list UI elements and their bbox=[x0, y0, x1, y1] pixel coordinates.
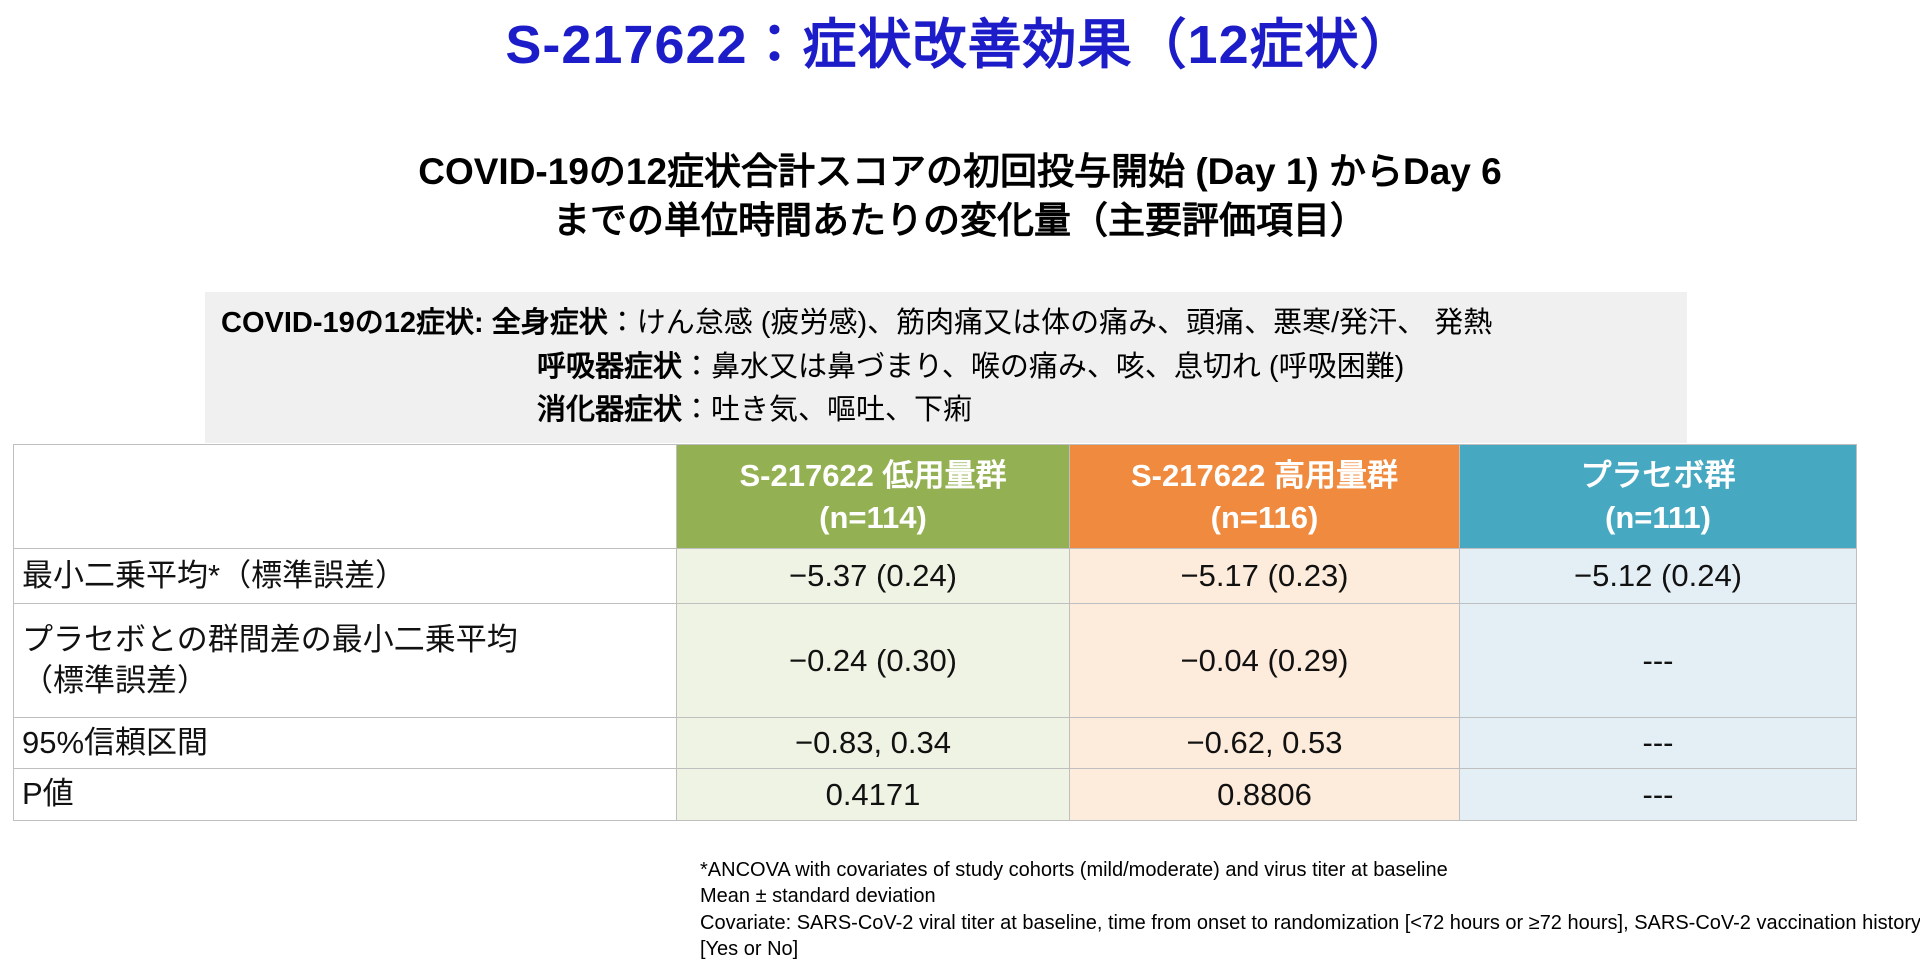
symptom-definition-box: COVID-19の12症状: 全身症状：けん怠感 (疲労感)、筋肉痛又は体の痛み… bbox=[205, 292, 1687, 443]
page-title: S-217622：症状改善効果（12症状） bbox=[505, 15, 1415, 75]
cell-ls-mean-high: −5.17 (0.23) bbox=[1069, 548, 1460, 604]
row-label-ls-mean: 最小二乗平均*（標準誤差） bbox=[13, 548, 677, 604]
symptom-line-respiratory: 呼吸器症状：鼻水又は鼻づまり、喉の痛み、咳、息切れ (呼吸困難) bbox=[221, 346, 1671, 390]
symptom-label-general: COVID-19の12症状: 全身症状 bbox=[221, 307, 608, 339]
column-header-low-dose-n: (n=114) bbox=[819, 499, 927, 535]
column-header-high-dose-n: (n=116) bbox=[1210, 499, 1319, 535]
column-header-low-dose-name: S-217622 低用量群 bbox=[739, 457, 1007, 493]
row-label-ci: 95%信頼区間 bbox=[13, 717, 677, 769]
column-header-high-dose-name: S-217622 高用量群 bbox=[1130, 457, 1399, 493]
cell-diff-placebo: --- bbox=[1459, 603, 1857, 718]
column-header-high-dose: S-217622 高用量群 (n=116) bbox=[1069, 444, 1460, 549]
subtitle-line-1: COVID-19の12症状合計スコアの初回投与開始 (Day 1) からDay … bbox=[418, 151, 1502, 192]
footnote-ancova: *ANCOVA with covariates of study cohorts… bbox=[700, 859, 1448, 881]
cell-ls-mean-low: −5.37 (0.24) bbox=[676, 548, 1070, 604]
cell-pvalue-placebo: --- bbox=[1459, 768, 1857, 821]
cell-ci-low: −0.83, 0.34 bbox=[676, 717, 1070, 769]
column-header-placebo-name: プラセボ群 bbox=[1580, 457, 1736, 493]
footnote-covariate: Covariate: SARS-CoV-2 viral titer at bas… bbox=[700, 911, 1920, 961]
table-row: P値 0.4171 0.8806 --- bbox=[13, 768, 1857, 821]
cell-pvalue-low: 0.4171 bbox=[676, 768, 1070, 821]
symptom-line-digestive: 消化器症状：吐き気、嘔吐、下痢 bbox=[221, 389, 1671, 433]
column-header-placebo-n: (n=111) bbox=[1605, 499, 1711, 535]
cell-ls-mean-placebo: −5.12 (0.24) bbox=[1459, 548, 1857, 604]
slide-subtitle: COVID-19の12症状合計スコアの初回投与開始 (Day 1) からDay … bbox=[0, 148, 1920, 246]
cell-ci-high: −0.62, 0.53 bbox=[1069, 717, 1460, 769]
cell-ci-placebo: --- bbox=[1459, 717, 1857, 769]
column-header-low-dose: S-217622 低用量群 (n=114) bbox=[676, 444, 1070, 549]
row-label-pvalue: P値 bbox=[13, 768, 677, 821]
table-row: プラセボとの群間差の最小二乗平均 （標準誤差） −0.24 (0.30) −0.… bbox=[13, 603, 1857, 718]
row-label-diff-vs-placebo: プラセボとの群間差の最小二乗平均 （標準誤差） bbox=[13, 603, 677, 718]
footnotes: *ANCOVA with covariates of study cohorts… bbox=[700, 857, 1920, 963]
symptom-label-digestive: 消化器症状 bbox=[537, 394, 683, 426]
table-header-row: S-217622 低用量群 (n=114) S-217622 高用量群 (n=1… bbox=[13, 444, 1857, 549]
symptom-line-general: COVID-19の12症状: 全身症状：けん怠感 (疲労感)、筋肉痛又は体の痛み… bbox=[221, 302, 1671, 346]
cell-diff-low: −0.24 (0.30) bbox=[676, 603, 1070, 718]
cell-pvalue-high: 0.8806 bbox=[1069, 768, 1460, 821]
results-table: S-217622 低用量群 (n=114) S-217622 高用量群 (n=1… bbox=[13, 444, 1857, 821]
table-corner-cell bbox=[13, 444, 677, 549]
footnote-mean-sd: Mean ± standard deviation bbox=[700, 885, 936, 908]
symptom-list-general: ：けん怠感 (疲労感)、筋肉痛又は体の痛み、頭痛、悪寒/発汗、 発熱 bbox=[607, 307, 1493, 339]
column-header-placebo: プラセボ群 (n=111) bbox=[1459, 444, 1857, 549]
table-row: 最小二乗平均*（標準誤差） −5.37 (0.24) −5.17 (0.23) … bbox=[13, 548, 1857, 604]
symptom-list-digestive: ：吐き気、嘔吐、下痢 bbox=[682, 394, 973, 426]
table-row: 95%信頼区間 −0.83, 0.34 −0.62, 0.53 --- bbox=[13, 717, 1857, 769]
subtitle-line-2: までの単位時間あたりの変化量（主要評価項目） bbox=[553, 199, 1367, 241]
cell-diff-high: −0.04 (0.29) bbox=[1069, 603, 1460, 718]
symptom-list-respiratory: ：鼻水又は鼻づまり、喉の痛み、咳、息切れ (呼吸困難) bbox=[682, 350, 1405, 383]
symptom-label-respiratory: 呼吸器症状 bbox=[537, 350, 683, 383]
